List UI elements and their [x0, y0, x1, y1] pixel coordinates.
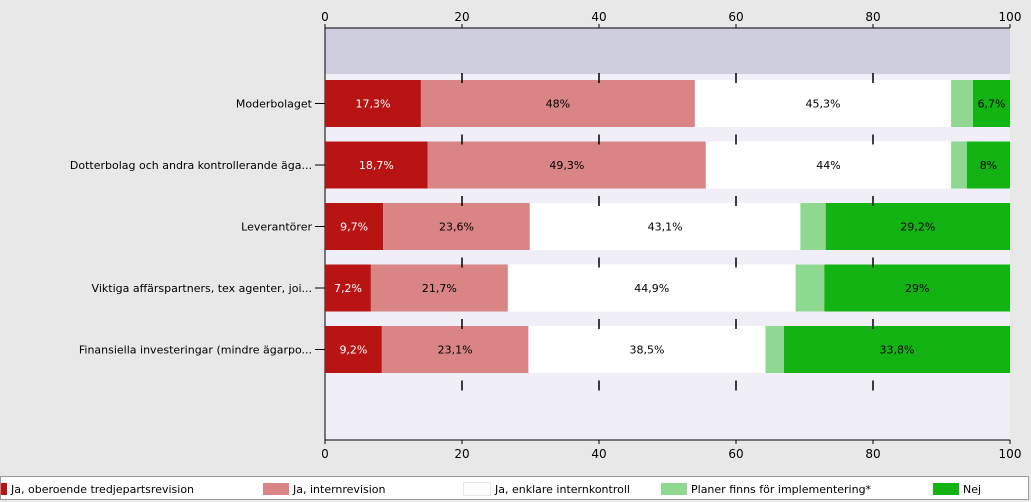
bar-segment: [383, 203, 530, 250]
category-label: Leverantörer: [241, 221, 312, 234]
legend-item: Nej: [933, 482, 981, 496]
category-label: Viktiga affärspartners, tex agenter, joi…: [92, 282, 312, 295]
category-label: Moderbolaget: [236, 98, 313, 111]
bar-segment: [765, 326, 784, 373]
data-label: 38,5%: [629, 344, 664, 357]
bar-segment: [800, 203, 826, 250]
bar-segment: [325, 326, 382, 373]
legend-swatch: [933, 483, 959, 495]
legend-label: Ja, internrevision: [293, 482, 386, 496]
legend-label: Ja, oberoende tredjepartsrevision: [11, 482, 195, 496]
data-label: 17,3%: [355, 98, 390, 111]
bottom-tick-label: 40: [591, 447, 606, 461]
bottom-tick-label: 0: [321, 447, 329, 461]
data-label: 29%: [905, 282, 929, 295]
bar-segment: [507, 264, 796, 312]
bar-segment: [420, 80, 695, 127]
bottom-tick-label: 20: [454, 447, 469, 461]
data-label: 33,8%: [879, 344, 914, 357]
data-label: 7,2%: [334, 282, 362, 295]
data-label: 48%: [546, 98, 570, 111]
bar-segment: [325, 264, 371, 312]
bar-segment: [529, 203, 801, 250]
legend-label: Planer finns för implementering*: [691, 482, 872, 496]
bar-segment: [824, 264, 1010, 312]
data-label: 9,7%: [340, 221, 368, 234]
data-label: 9,2%: [339, 344, 367, 357]
data-label: 21,7%: [422, 282, 457, 295]
bottom-axis-ticks: 0 20 40 60 80 100: [321, 440, 1021, 461]
bar-segment: [325, 203, 384, 250]
data-label: 43,1%: [648, 221, 683, 234]
bar-segment: [825, 203, 1010, 250]
bar-segment: [951, 141, 967, 189]
bar-segment: [694, 80, 952, 127]
category-label: Finansiella investeringar (mindre ägarpo…: [79, 344, 312, 357]
bar-segment: [381, 326, 529, 373]
bottom-tick-label: 100: [999, 447, 1022, 461]
bar-segment: [325, 80, 421, 127]
data-label: 49,3%: [549, 159, 584, 172]
legend-item: Ja, internrevision: [263, 482, 386, 496]
data-label: 8%: [980, 159, 997, 172]
category-labels: Moderbolaget Dotterbolag och andra kontro…: [70, 98, 325, 357]
data-label: 6,7%: [978, 98, 1006, 111]
bar-segment: [973, 80, 1010, 127]
legend-swatch: [1, 483, 7, 495]
bar-segment: [705, 141, 952, 189]
legend-swatch: [661, 483, 687, 495]
bar-segment: [528, 326, 766, 373]
data-label: 44%: [816, 159, 840, 172]
bar-segment: [427, 141, 706, 189]
legend-swatch: [463, 482, 491, 496]
bar-segment: [966, 141, 1010, 189]
legend: Ja, oberoende tredjepartsrevision Ja, int…: [0, 476, 1029, 500]
legend-label: Ja, enklare internkontroll: [495, 482, 630, 496]
legend-label: Nej: [963, 482, 982, 496]
plot-header-band: [325, 28, 1010, 74]
data-label: 23,6%: [439, 221, 474, 234]
bar-segment: [370, 264, 508, 312]
top-axis-ticks: 0 20 40 60 80 100: [321, 10, 1021, 28]
legend-item: Ja, oberoende tredjepartsrevision: [1, 482, 194, 496]
legend-swatch: [263, 483, 289, 495]
bottom-tick-label: 60: [728, 447, 743, 461]
legend-item: Ja, enklare internkontroll: [463, 482, 630, 496]
data-label: 44,9%: [634, 282, 669, 295]
top-tick-label: 40: [591, 10, 606, 24]
bar-segment: [783, 326, 1010, 373]
top-tick-label: 0: [321, 10, 329, 24]
top-tick-label: 100: [999, 10, 1022, 24]
data-label: 23,1%: [438, 344, 473, 357]
top-tick-label: 80: [865, 10, 880, 24]
data-label: 29,2%: [900, 221, 935, 234]
category-label: Dotterbolag och andra kontrollerande äga…: [70, 159, 312, 172]
chart: 0 20 40 60 80 100 0 20 40 60 80 100 17,3% 48% 45,3% 6…: [70, 10, 1022, 461]
bar-segment: [795, 264, 825, 312]
bar-segment: [951, 80, 974, 127]
bottom-tick-label: 80: [865, 447, 880, 461]
top-tick-label: 20: [454, 10, 469, 24]
data-label: 45,3%: [806, 98, 841, 111]
bar-segment: [325, 141, 428, 189]
legend-item: Planer finns för implementering*: [661, 482, 871, 496]
bars: 17,3% 48% 45,3% 6,7% 18,7% 49,3% 44% 8% 9,7% 23,6…: [325, 73, 1010, 391]
data-label: 18,7%: [359, 159, 394, 172]
top-tick-label: 60: [728, 10, 743, 24]
